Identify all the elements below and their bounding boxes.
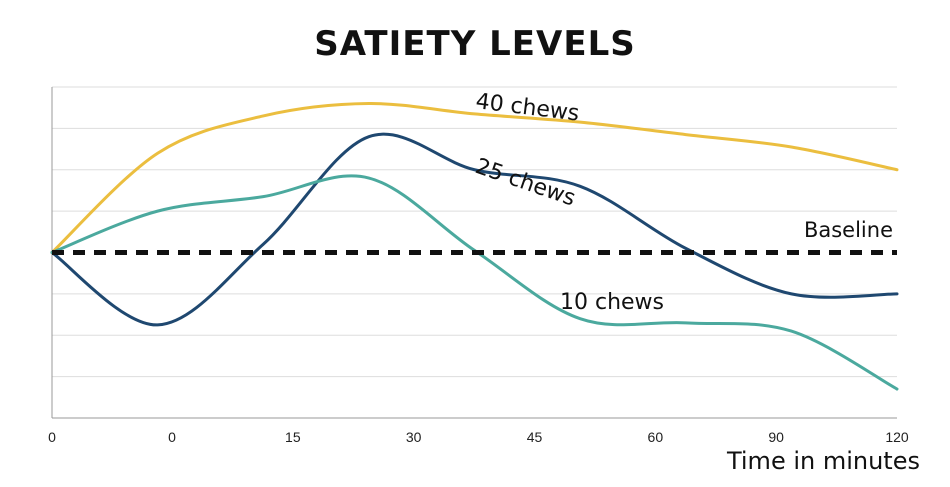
x-tick-label: 15 [285,429,301,445]
series-label-25-chews: 25 chews [472,154,579,212]
series-line-25-chews [50,132,899,327]
baseline-label: Baseline [804,218,893,242]
series-line-10-chews [50,174,899,391]
series-layer [50,102,899,391]
x-tick-label: 45 [527,429,543,445]
x-axis-label: Time in minutes [726,447,920,475]
series-label-10-chews: 10 chews [560,290,664,315]
x-tick-label: 0 [168,429,176,445]
x-tick-label: 30 [406,429,422,445]
x-tick-label: 60 [648,429,664,445]
x-tick-label: 0 [48,429,56,445]
series-line-40-chews [50,102,899,254]
x-tick-label: 120 [885,429,909,445]
x-tick-label: 90 [768,429,784,445]
chart-title: SATIETY LEVELS [314,24,635,64]
x-tick-labels: 0 0 15 30 45 60 90 120 [48,429,909,445]
series-label-40-chews: 40 chews [474,89,580,126]
grid-lines [52,86,897,378]
